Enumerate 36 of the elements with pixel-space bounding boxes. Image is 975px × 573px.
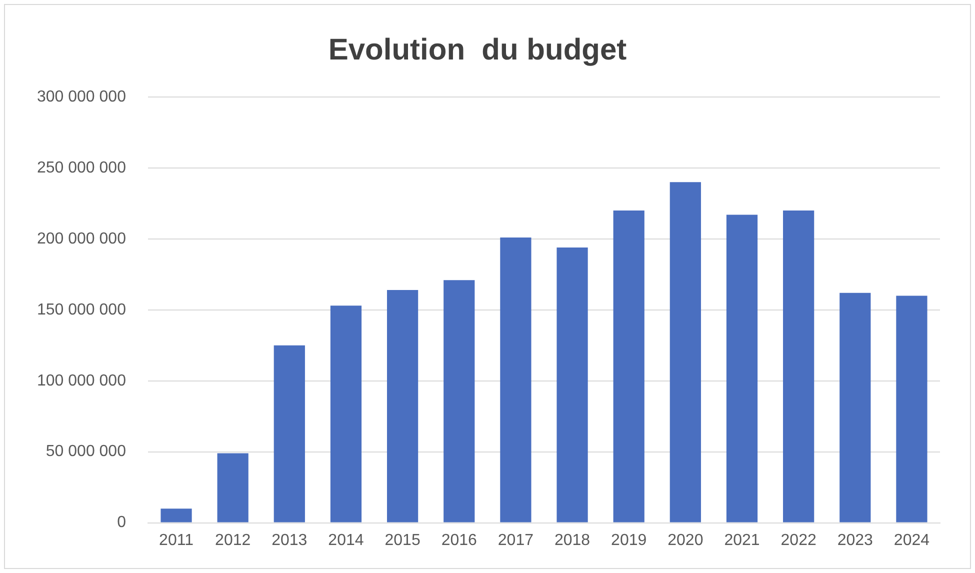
y-tick-label: 300 000 000 — [36, 88, 126, 106]
x-tick-label: 2019 — [611, 532, 647, 549]
x-tick-label: 2015 — [384, 532, 420, 549]
x-tick-label: 2020 — [668, 532, 704, 549]
bar — [670, 182, 701, 522]
bar — [274, 345, 305, 522]
x-tick-label: 2022 — [780, 532, 816, 549]
bar — [444, 280, 475, 522]
y-tick-label: 150 000 000 — [36, 301, 126, 318]
bar — [330, 306, 362, 522]
bar — [783, 210, 814, 522]
x-tick-label: 2014 — [328, 532, 364, 549]
chart-title: Evolution du budget — [328, 33, 627, 66]
x-tick-label: 2021 — [724, 532, 760, 549]
x-tick-label: 2016 — [441, 532, 478, 549]
y-tick-label: 200 000 000 — [36, 230, 126, 248]
x-tick-label: 2013 — [272, 532, 308, 549]
y-tick-label: 250 000 000 — [36, 159, 126, 176]
x-tick-label: 2017 — [498, 532, 534, 549]
bar — [556, 247, 588, 522]
y-tick-label: 0 — [117, 514, 126, 532]
bar — [613, 210, 644, 522]
y-tick-label: 100 000 000 — [36, 372, 126, 390]
x-tick-label: 2023 — [837, 532, 874, 549]
bar — [840, 292, 871, 522]
bar — [160, 508, 192, 522]
bar — [896, 296, 928, 522]
bar — [726, 214, 758, 522]
x-tick-label: 2012 — [215, 532, 251, 549]
bar — [387, 290, 418, 522]
x-tick-label: 2011 — [159, 532, 194, 549]
bar — [217, 453, 248, 522]
bar — [500, 238, 532, 522]
x-tick-label: 2018 — [554, 532, 590, 549]
x-tick-label: 2024 — [894, 532, 930, 549]
y-tick-label: 50 000 000 — [46, 443, 126, 460]
